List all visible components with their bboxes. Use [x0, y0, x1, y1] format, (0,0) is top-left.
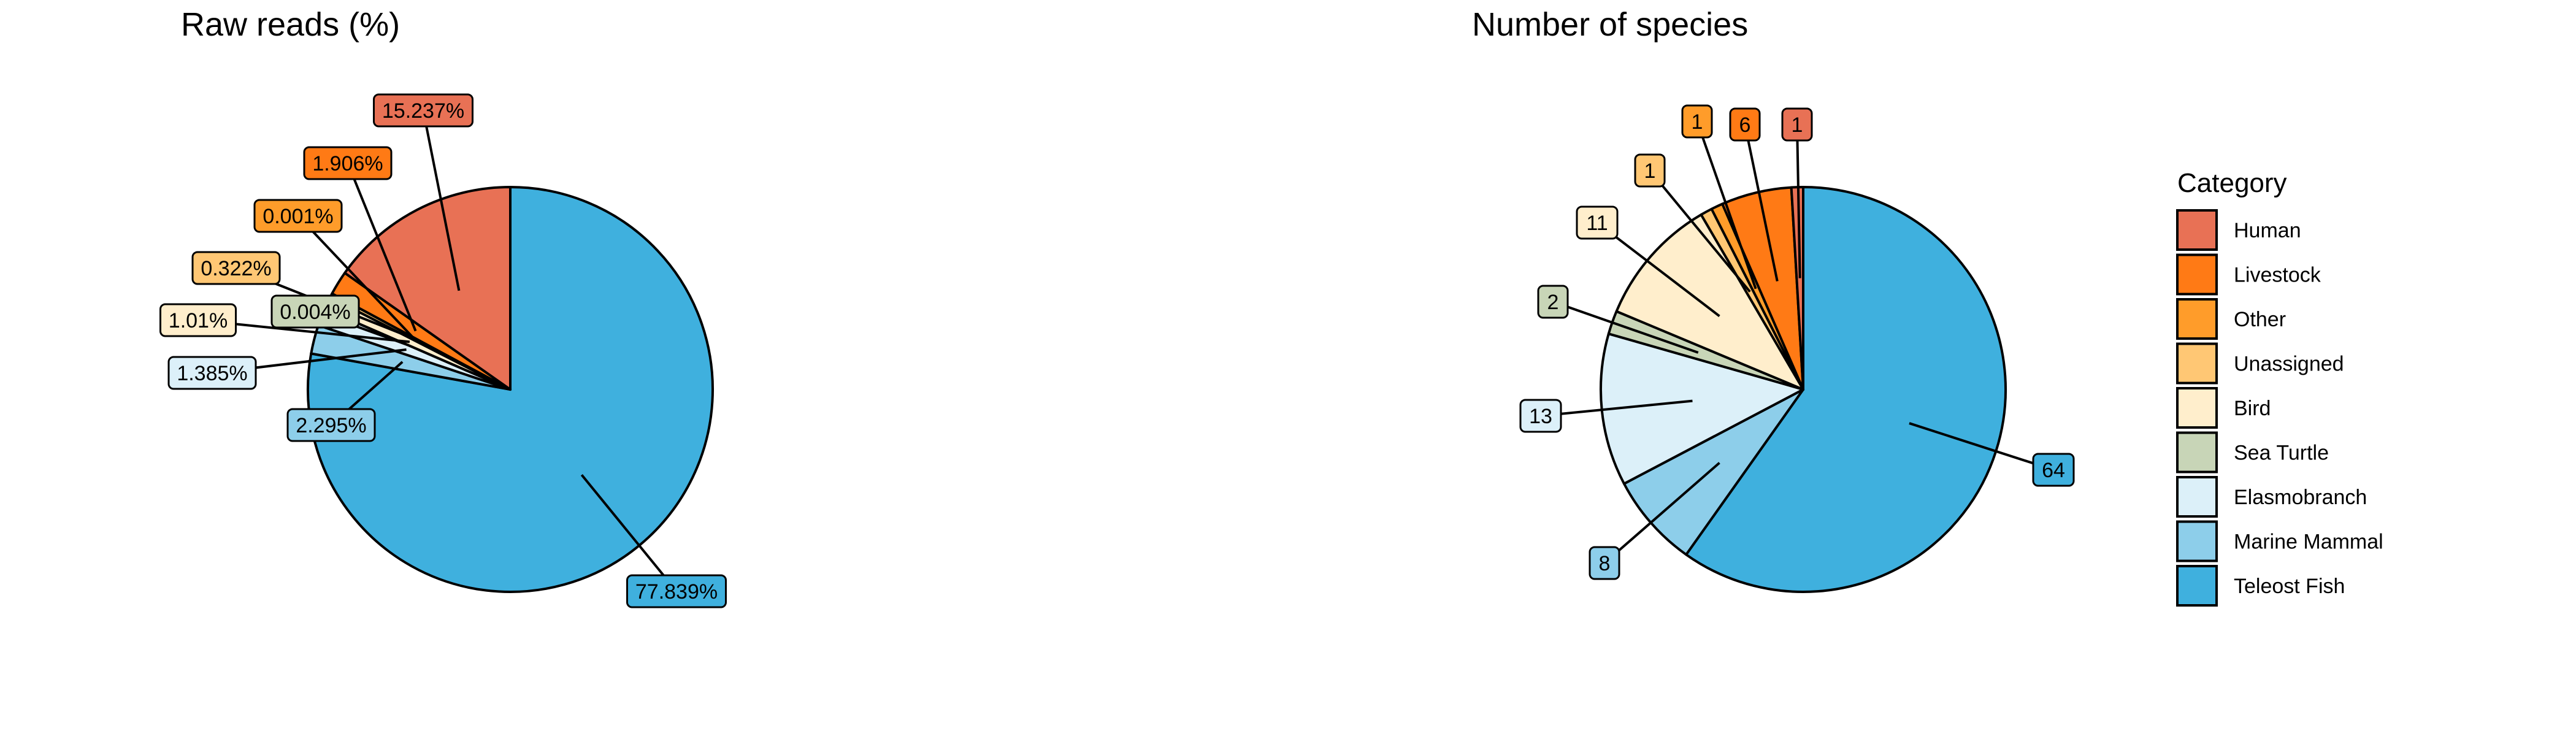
legend-key-sea-turtle	[2176, 431, 2218, 473]
leader-line-human	[422, 110, 461, 291]
legend-label-bird: Bird	[2234, 397, 2271, 420]
legend-label-human: Human	[2234, 219, 2301, 242]
legend-label-elasmobranch: Elasmobranch	[2234, 486, 2367, 509]
leader-line-elasmobranch	[1540, 399, 1693, 417]
data-label-bird: 1.01%	[169, 309, 228, 332]
data-label-sea-turtle: 2	[1547, 291, 1559, 314]
data-label-bird: 11	[1586, 212, 1608, 235]
data-label-teleost-fish: 64	[2042, 459, 2065, 482]
data-label-box	[159, 303, 237, 337]
data-label-human: 1	[1792, 113, 1803, 137]
legend-key-bird	[2176, 387, 2218, 429]
data-label-box	[167, 356, 257, 390]
data-label-box	[1634, 153, 1666, 188]
leader-line-human	[1796, 124, 1801, 278]
data-label-box	[270, 294, 360, 329]
data-label-box	[191, 251, 281, 285]
data-label-box	[303, 146, 393, 180]
data-label-box	[1681, 104, 1713, 139]
pie-slice-bird	[1615, 213, 1804, 391]
data-label-box	[1589, 546, 1620, 580]
leader-line-marine-mammal	[1603, 462, 1720, 564]
data-label-elasmobranch: 13	[1529, 405, 1552, 428]
data-label-livestock: 6	[1739, 113, 1751, 137]
data-label-box	[373, 93, 473, 128]
pie-raw-reads: 15.237% 1.906% 0.001% 0.322% 1.01% 0.004% 1.38…	[159, 93, 727, 608]
data-label-other: 1	[1692, 110, 1703, 134]
legend-label-other: Other	[2234, 308, 2286, 331]
data-label-box	[1729, 107, 1761, 142]
chart-title-raw-reads: Raw reads (%)	[181, 6, 400, 43]
legend-title: Category	[2177, 168, 2287, 198]
legend-key-other	[2176, 298, 2218, 340]
pie-slice-human	[343, 186, 512, 391]
legend-key-elasmobranch	[2176, 476, 2218, 518]
legend-label-sea-turtle: Sea Turtle	[2234, 442, 2329, 465]
data-label-box	[253, 199, 343, 233]
data-label-unassigned: 1	[1644, 159, 1656, 183]
data-label-box	[1781, 107, 1813, 142]
data-label-box	[1537, 285, 1569, 319]
legend-key-marine-mammal	[2176, 520, 2218, 562]
data-label-box	[626, 574, 727, 608]
leader-line-other	[1696, 121, 1757, 289]
data-label-marine-mammal: 8	[1599, 552, 1611, 575]
data-label-unassigned: 0.322%	[201, 257, 271, 280]
data-label-box	[1576, 205, 1619, 240]
leader-line-other	[297, 215, 413, 338]
legend-label-unassigned: Unassigned	[2234, 353, 2344, 376]
data-label-box	[1519, 399, 1562, 433]
data-label-teleost-fish: 77.839%	[635, 580, 718, 604]
leader-line-teleost-fish	[580, 474, 678, 592]
data-label-human: 15.237%	[382, 99, 464, 123]
data-label-box	[286, 408, 376, 442]
legend-label-marine-mammal: Marine Mammal	[2234, 531, 2383, 554]
legend-key-teleost-fish	[2176, 565, 2218, 607]
leader-line-livestock	[1744, 124, 1779, 282]
legend-key-human	[2176, 209, 2218, 251]
data-label-livestock: 1.906%	[312, 152, 383, 175]
legend-key-unassigned	[2176, 342, 2218, 385]
data-label-elasmobranch: 1.385%	[177, 362, 247, 385]
data-label-other: 0.001%	[263, 205, 333, 228]
legend-label-teleost-fish: Teleost Fish	[2234, 575, 2345, 598]
data-label-box	[2032, 453, 2075, 487]
chart-title-number-of-species: Number of species	[1472, 6, 1748, 43]
legend-label-livestock: Livestock	[2234, 264, 2321, 287]
leader-line-bird	[1596, 221, 1720, 318]
leader-line-sea-turtle	[1552, 301, 1699, 354]
leader-line-teleost-fish	[1909, 422, 2054, 471]
legend: Category Human Livestock Other Unassigned Bi…	[2176, 168, 2383, 607]
leader-line-unassigned	[1649, 169, 1751, 293]
leader-line-livestock	[347, 163, 417, 332]
legend-key-livestock	[2176, 253, 2218, 296]
data-label-marine-mammal: 2.295%	[296, 414, 366, 437]
data-label-sea-turtle: 0.004%	[280, 301, 350, 324]
